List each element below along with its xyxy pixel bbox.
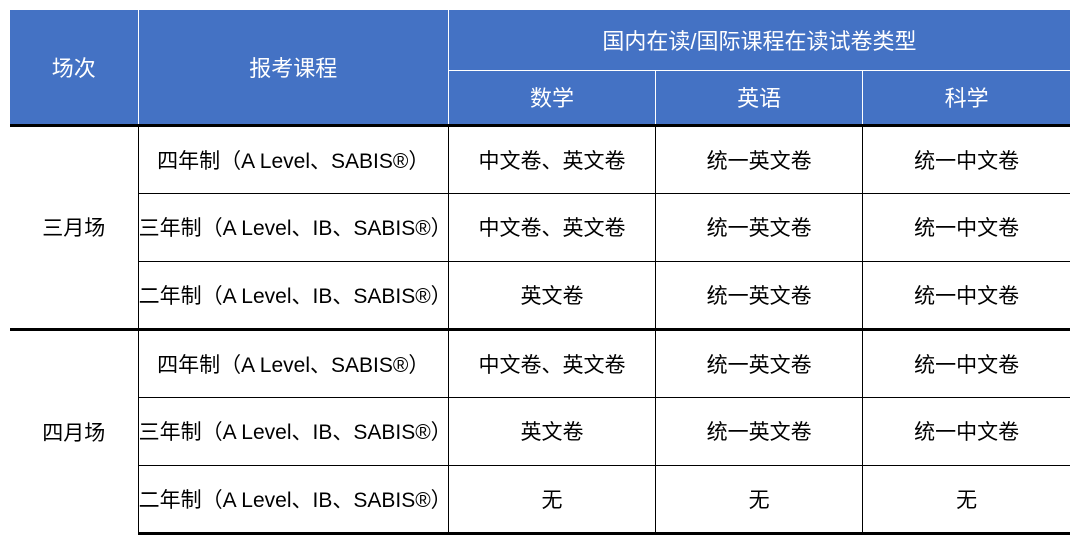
header-english: 英语 (656, 70, 863, 125)
english-cell: 统一英文卷 (656, 329, 863, 397)
table-row: 三年制（A Level、IB、SABIS®） 中文卷、英文卷 统一英文卷 统一中… (10, 193, 1070, 261)
course-cell: 四年制（A Level、SABIS®） (138, 125, 448, 193)
session-name: 四月场 (10, 329, 138, 533)
course-cell: 二年制（A Level、IB、SABIS®） (138, 261, 448, 329)
course-cell: 四年制（A Level、SABIS®） (138, 329, 448, 397)
header-session: 场次 (10, 10, 138, 125)
course-cell: 二年制（A Level、IB、SABIS®） (138, 465, 448, 533)
english-cell: 统一英文卷 (656, 261, 863, 329)
english-cell: 统一英文卷 (656, 193, 863, 261)
table-header: 场次 报考课程 国内在读/国际课程在读试卷类型 数学 英语 科学 (10, 10, 1070, 125)
course-cell: 三年制（A Level、IB、SABIS®） (138, 397, 448, 465)
english-cell: 统一英文卷 (656, 397, 863, 465)
header-science: 科学 (863, 70, 1070, 125)
science-cell: 统一中文卷 (863, 125, 1070, 193)
table-row: 三月场 四年制（A Level、SABIS®） 中文卷、英文卷 统一英文卷 统一… (10, 125, 1070, 193)
math-cell: 无 (448, 465, 655, 533)
table-row: 二年制（A Level、IB、SABIS®） 英文卷 统一英文卷 统一中文卷 (10, 261, 1070, 329)
header-course: 报考课程 (138, 10, 448, 125)
header-math: 数学 (448, 70, 655, 125)
session-name: 三月场 (10, 125, 138, 329)
science-cell: 统一中文卷 (863, 261, 1070, 329)
science-cell: 统一中文卷 (863, 329, 1070, 397)
science-cell: 无 (863, 465, 1070, 533)
table-row: 四月场 四年制（A Level、SABIS®） 中文卷、英文卷 统一英文卷 统一… (10, 329, 1070, 397)
math-cell: 中文卷、英文卷 (448, 329, 655, 397)
header-type-group: 国内在读/国际课程在读试卷类型 (448, 10, 1070, 70)
english-cell: 统一英文卷 (656, 125, 863, 193)
math-cell: 中文卷、英文卷 (448, 193, 655, 261)
table-row: 二年制（A Level、IB、SABIS®） 无 无 无 (10, 465, 1070, 533)
math-cell: 英文卷 (448, 261, 655, 329)
science-cell: 统一中文卷 (863, 397, 1070, 465)
english-cell: 无 (656, 465, 863, 533)
table-body: 三月场 四年制（A Level、SABIS®） 中文卷、英文卷 统一英文卷 统一… (10, 125, 1070, 533)
science-cell: 统一中文卷 (863, 193, 1070, 261)
course-cell: 三年制（A Level、IB、SABIS®） (138, 193, 448, 261)
exam-type-table: 场次 报考课程 国内在读/国际课程在读试卷类型 数学 英语 科学 三月场 四年制… (10, 10, 1070, 535)
table-row: 三年制（A Level、IB、SABIS®） 英文卷 统一英文卷 统一中文卷 (10, 397, 1070, 465)
math-cell: 中文卷、英文卷 (448, 125, 655, 193)
math-cell: 英文卷 (448, 397, 655, 465)
